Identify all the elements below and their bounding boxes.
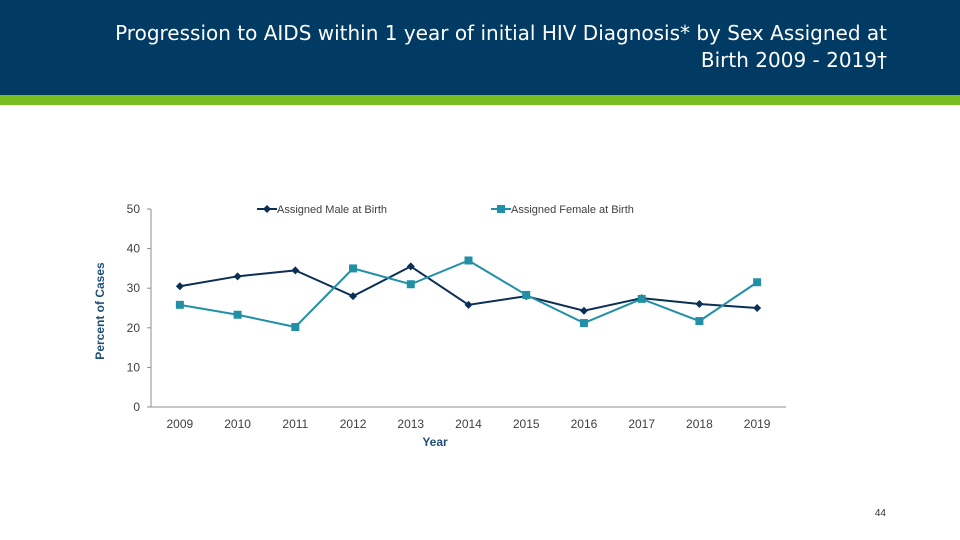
x-tick-label: 2010 (224, 417, 251, 431)
y-tick-label: 40 (127, 242, 141, 256)
x-tick-label: 2016 (571, 417, 598, 431)
x-tick-label: 2011 (282, 417, 308, 431)
legend-marker-male (263, 205, 271, 213)
female-data-point (175, 300, 184, 309)
y-tick-label: 30 (127, 281, 141, 295)
female-data-point (349, 264, 358, 273)
female-data-point (522, 290, 531, 299)
series-line (179, 259, 758, 329)
female-data-point (233, 310, 242, 319)
x-axis-label: Year (422, 435, 448, 449)
male-data-point (406, 262, 415, 271)
female-data-point (695, 317, 704, 326)
female-data-point (291, 323, 300, 332)
slide-number: 44 (874, 508, 886, 519)
female-data-point (464, 256, 473, 265)
x-tick-label: 2015 (513, 417, 540, 431)
female-data-point (406, 280, 415, 289)
female-data-point (637, 294, 646, 303)
y-tick-label: 20 (127, 321, 141, 335)
x-tick-label: 2014 (455, 417, 482, 431)
male-data-point (579, 306, 588, 315)
y-tick-label: 50 (127, 202, 141, 216)
x-tick-label: 2012 (340, 417, 367, 431)
y-tick-label: 0 (133, 400, 140, 414)
male-data-point (753, 304, 762, 312)
header-band (0, 0, 960, 95)
x-tick-label: 2018 (686, 417, 713, 431)
legend-label: Assigned Male at Birth (277, 204, 387, 216)
y-axis-label: Percent of Cases (93, 262, 107, 360)
x-tick-label: 2013 (397, 417, 424, 431)
accent-band (0, 95, 960, 105)
male-data-point (291, 266, 300, 275)
x-tick-label: 2019 (744, 417, 771, 431)
male-data-point (464, 300, 473, 309)
x-tick-label: 2009 (167, 417, 194, 431)
legend-label: Assigned Female at Birth (511, 204, 634, 216)
x-tick-label: 2017 (628, 417, 655, 431)
male-data-point (233, 272, 242, 281)
slide-title: Progression to AIDS within 1 year of ini… (115, 21, 887, 72)
male-data-point (695, 300, 704, 309)
female-data-point (579, 319, 588, 328)
y-tick-label: 10 (127, 360, 141, 374)
female-data-point (753, 278, 762, 287)
male-data-point (349, 292, 358, 301)
male-data-point (175, 282, 184, 291)
legend-marker-female (497, 205, 505, 213)
